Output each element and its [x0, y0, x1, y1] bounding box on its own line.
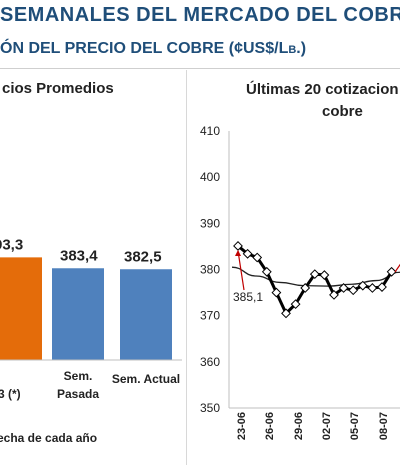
y-tick-label-370: 370	[200, 309, 220, 323]
panel-divider	[186, 70, 187, 465]
price-point-8	[309, 269, 320, 280]
bar-chart: 93,3 383,4 382,5 23 (*) Sem. Pasada Sem. Actua…	[0, 236, 180, 401]
bar-1	[52, 268, 104, 360]
x-tick-label-02-07: 02-07	[321, 412, 333, 440]
price-point-13	[357, 280, 368, 291]
price-point-7	[300, 283, 311, 293]
price-point-10	[329, 289, 339, 300]
trend-line	[231, 266, 400, 287]
price-point-2	[252, 252, 263, 263]
bar-category-label-2: Sem. Actual	[112, 372, 180, 386]
price-point-15	[377, 282, 387, 292]
bar-value-label-0: 93,3	[0, 236, 23, 253]
page-title: SEMANALES DEL MERCADO DEL COBRE	[0, 4, 400, 26]
bar-2	[120, 269, 172, 360]
bar-value-label-2: 382,5	[124, 248, 162, 265]
annotation-arrow	[237, 250, 245, 291]
line-chart-title-line1: Últimas 20 cotizacion	[246, 80, 399, 98]
x-tick-label-26-06: 26-06	[264, 412, 276, 440]
y-tick-label-350: 350	[200, 401, 220, 415]
price-point-9	[319, 270, 330, 280]
y-tick-label-360: 360	[200, 355, 220, 369]
x-tick-label-05-07: 05-07	[349, 412, 361, 440]
price-point-3	[261, 266, 272, 277]
y-tick-label-400: 400	[200, 170, 220, 184]
price-point-4	[271, 287, 282, 298]
y-tick-label-390: 390	[200, 216, 220, 230]
y-tick-label-380: 380	[200, 263, 220, 277]
x-tick-label-23-06: 23-06	[236, 412, 248, 440]
annotation-label: 385,1	[233, 290, 263, 304]
line-chart: 350 360 370 380 390 400 410 385,1 23-06 26-06 29-0…	[200, 124, 400, 440]
price-point-14	[367, 283, 378, 293]
bar-chart-footnote: echa de cada año	[0, 431, 97, 445]
bar-category-label-0: 23 (*)	[0, 387, 21, 401]
y-tick-label-410: 410	[200, 124, 220, 138]
x-tick-label-08-07: 08-07	[378, 412, 390, 440]
x-tick-label-29-06: 29-06	[293, 412, 305, 440]
bar-chart-title: cios Promedios	[2, 80, 114, 97]
header-rule	[0, 68, 400, 69]
bar-category-label-1-1: Pasada	[57, 387, 99, 401]
bar-0	[0, 257, 42, 360]
line-chart-title-line2: cobre	[322, 103, 363, 120]
price-point-11	[338, 283, 349, 293]
annotation-arrowhead	[235, 249, 241, 256]
price-point-6	[290, 299, 301, 310]
bar-value-label-1: 383,4	[60, 247, 98, 264]
price-point-1	[242, 248, 253, 259]
price-point-16	[386, 266, 397, 277]
bar-category-label-1-0: Sem.	[64, 369, 93, 383]
price-point-12	[348, 285, 359, 296]
price-point-5	[281, 308, 291, 319]
page-subtitle: ÓN DEL PRECIO DEL COBRE (¢US$/Lb.)	[0, 40, 307, 57]
annotation-arrow-right	[394, 263, 400, 273]
